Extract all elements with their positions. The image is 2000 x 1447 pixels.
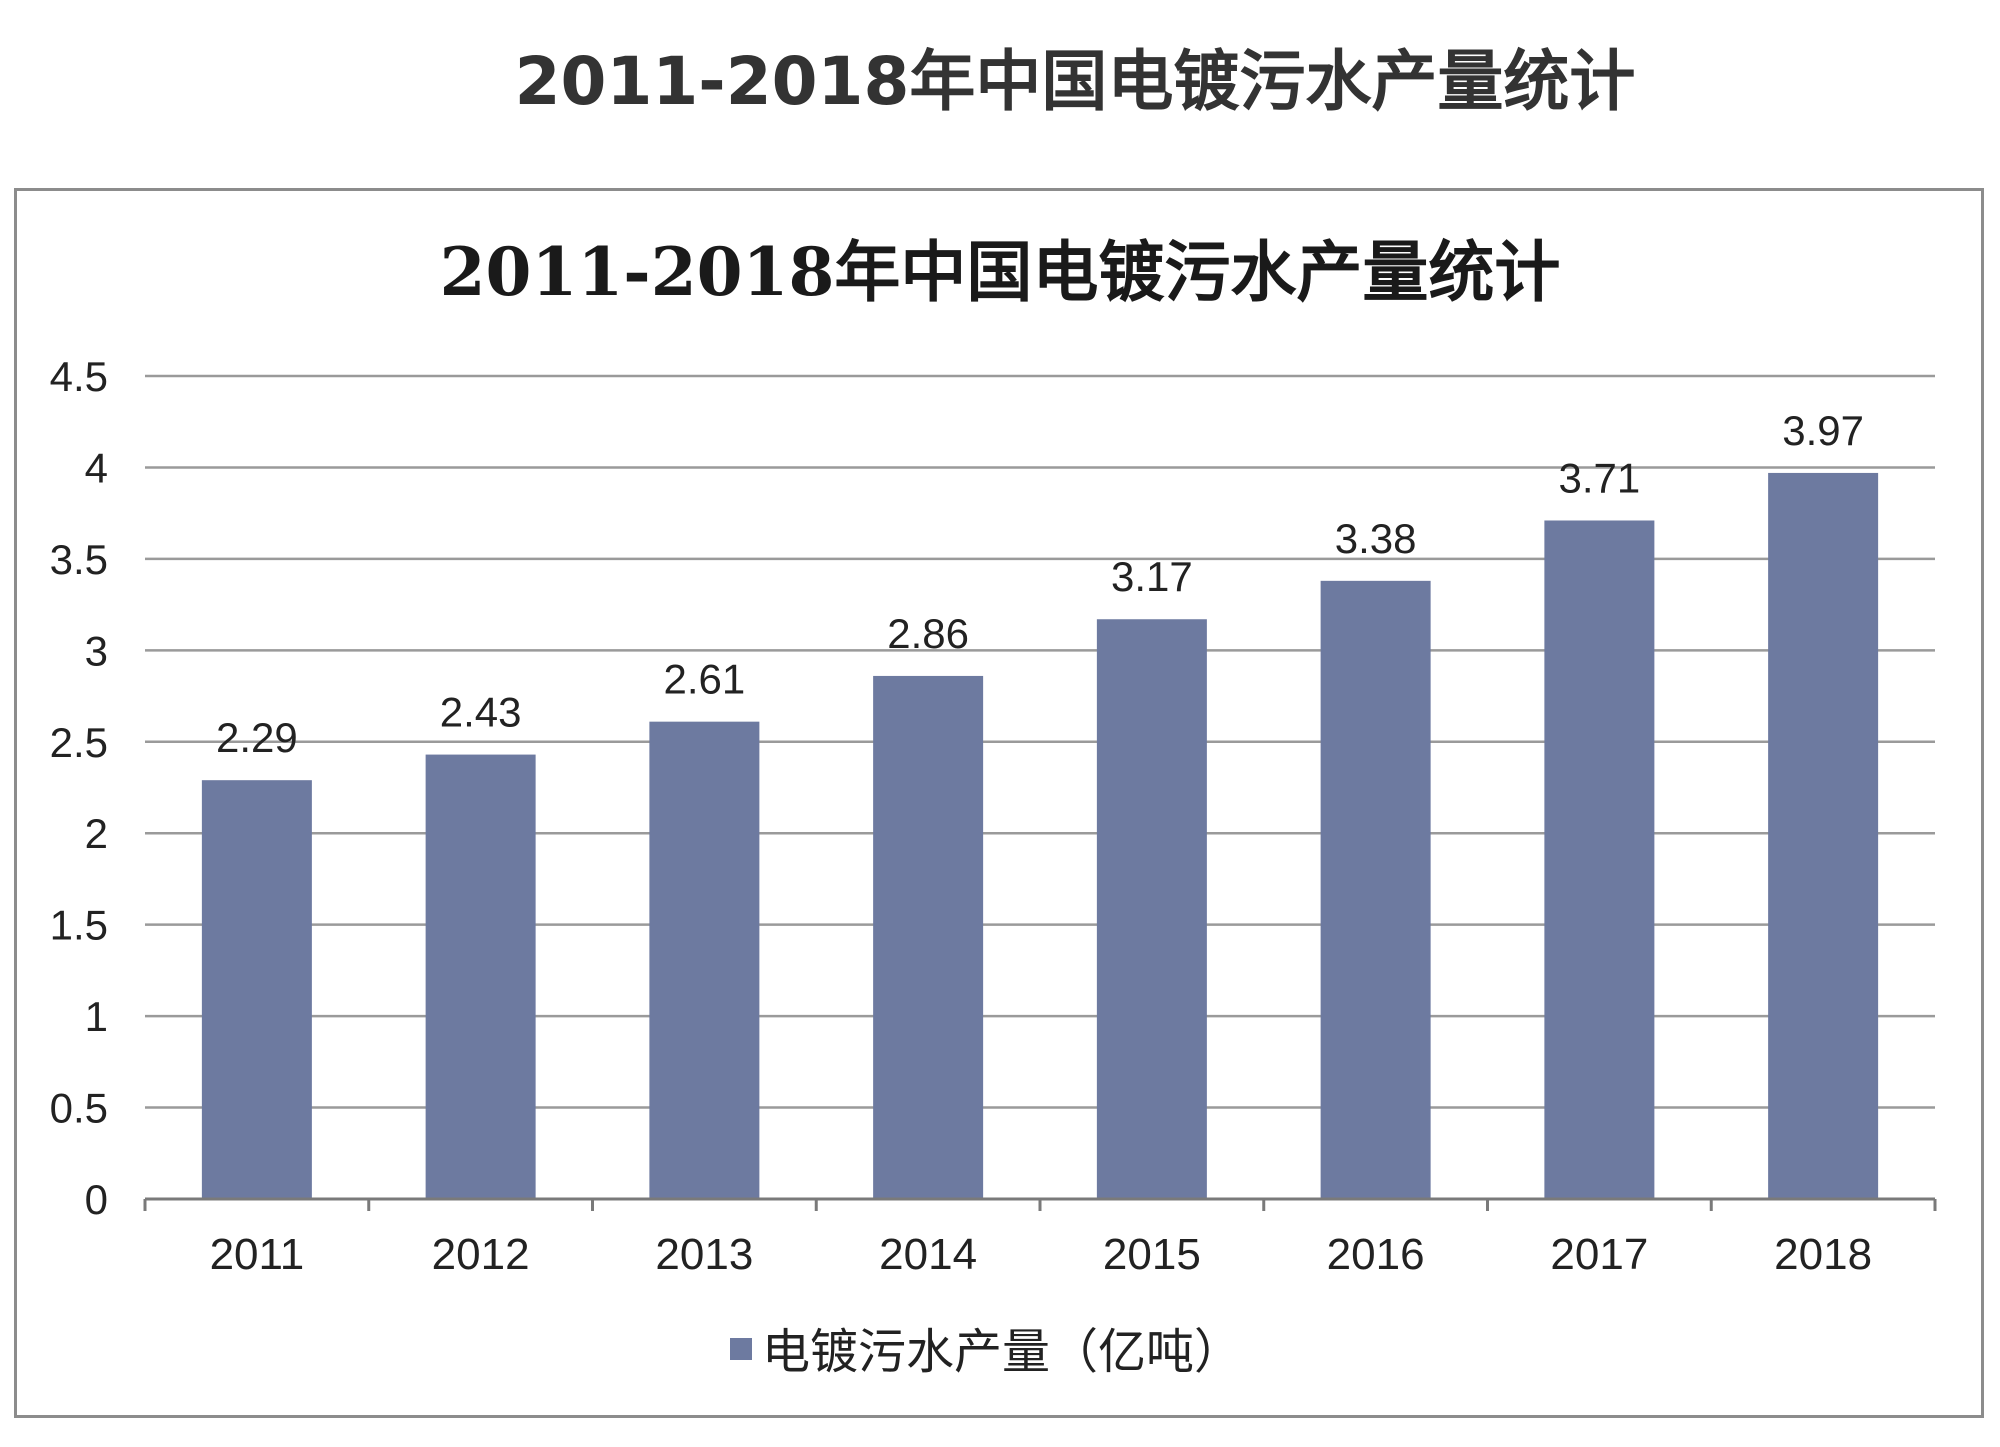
data-label: 3.38: [1335, 515, 1417, 562]
bar-2015: [1096, 619, 1207, 1199]
legend-label: 电镀污水产量（亿吨）: [762, 1324, 1242, 1380]
y-tick-label: 1.5: [50, 902, 108, 949]
x-tick-label: 2011: [210, 1230, 305, 1279]
x-tick-label: 2016: [1327, 1230, 1425, 1279]
y-tick-label: 3: [85, 627, 108, 674]
legend: 电镀污水产量（亿吨）: [730, 1324, 1242, 1380]
gridlines: [145, 374, 1935, 1109]
y-tick-label: 2: [85, 810, 108, 857]
data-label: 3.71: [1559, 454, 1641, 501]
y-tick-label: 4.5: [50, 353, 108, 400]
y-tick-label: 1: [85, 993, 108, 1040]
data-label: 2.43: [440, 689, 522, 736]
y-tick-label: 0: [85, 1176, 108, 1223]
bar-2016: [1320, 580, 1431, 1199]
data-label: 3.97: [1782, 407, 1864, 454]
y-tick-label: 2.5: [50, 719, 108, 766]
page-title: 2011-2018年中国电镀污水产量统计: [514, 43, 1636, 120]
x-tick-label: 2015: [1103, 1230, 1201, 1279]
data-label: 2.61: [664, 656, 746, 703]
y-tick-label: 3.5: [50, 536, 108, 583]
data-label: 2.29: [216, 714, 298, 761]
x-tick-label: 2014: [879, 1230, 977, 1279]
bar-2012: [425, 754, 536, 1199]
bar-2011: [201, 780, 312, 1199]
data-label: 2.86: [887, 610, 969, 657]
x-tick-label: 2013: [655, 1230, 753, 1279]
y-tick-label: 0.5: [50, 1085, 108, 1132]
bar-2014: [873, 675, 984, 1199]
data-label: 3.17: [1111, 553, 1193, 600]
bars: [201, 472, 1879, 1199]
y-axis-ticks: 0 0.5 1 1.5 2 2.5 3 3.5 4 4.5: [50, 353, 108, 1223]
chart-title: 2011-2018年中国电镀污水产量统计: [440, 233, 1561, 311]
x-tick-label: 2012: [432, 1230, 530, 1279]
x-tick-label: 2018: [1774, 1230, 1872, 1279]
y-tick-label: 4: [85, 444, 108, 491]
bar-2013: [649, 721, 760, 1199]
x-axis: 2011 2012 2013 2014 2015 2016 2017 2018: [143, 1197, 1937, 1279]
bar-2018: [1768, 472, 1879, 1199]
data-labels: 2.29 2.43 2.61 2.86 3.17 3.38 3.71 3.97: [216, 407, 1864, 761]
x-tick-label: 2017: [1550, 1230, 1648, 1279]
chart-frame: [14, 188, 1984, 1418]
legend-swatch: [730, 1338, 752, 1360]
bar-2017: [1544, 520, 1655, 1199]
